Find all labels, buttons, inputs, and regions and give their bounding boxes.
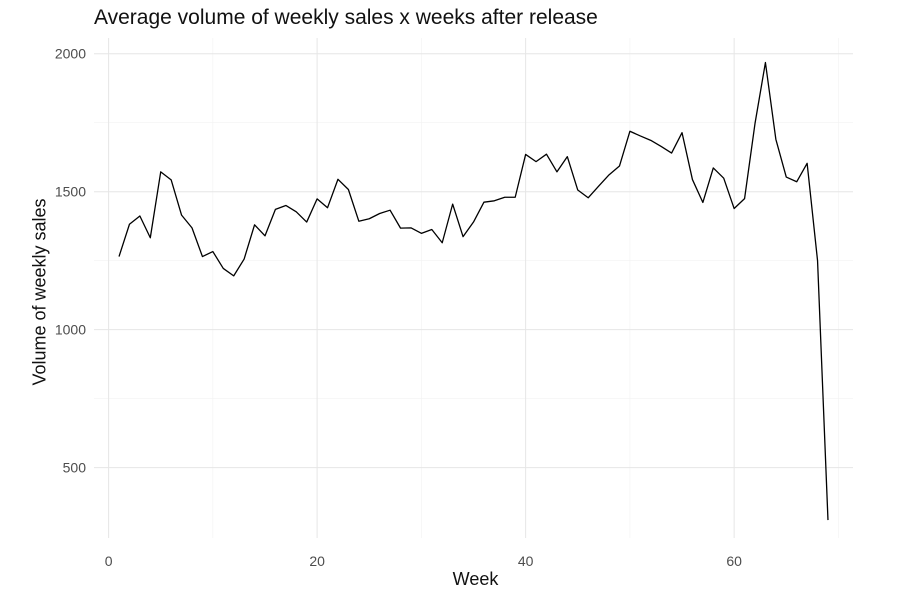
data-series — [118, 61, 829, 521]
x-axis-title: Week — [452, 569, 499, 589]
y-axis-title: Volume of weekly sales — [29, 198, 50, 386]
x-tick-label: 20 — [309, 553, 325, 569]
series-line — [118, 61, 829, 521]
y-tick-label: 1000 — [55, 322, 86, 338]
x-tick-label: 60 — [726, 553, 742, 569]
major-gridlines — [94, 38, 853, 538]
x-tick-label: 0 — [105, 553, 113, 569]
y-tick-label: 2000 — [55, 46, 86, 62]
tick-labels: 0 20 40 60 500 1000 1500 2000 — [55, 46, 742, 569]
minor-gridlines — [94, 38, 853, 538]
x-tick-label: 40 — [518, 553, 534, 569]
y-tick-label: 1500 — [55, 184, 86, 200]
chart-title: Average volume of weekly sales x weeks a… — [94, 6, 598, 29]
y-tick-label: 500 — [63, 460, 87, 476]
